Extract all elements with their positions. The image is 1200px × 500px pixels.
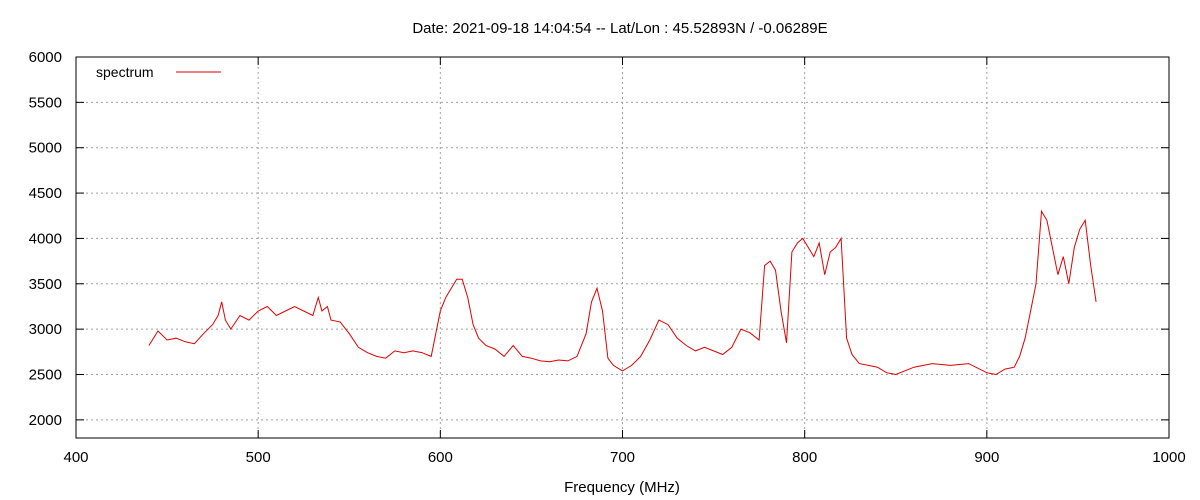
x-tick-label: 900 (974, 449, 999, 466)
axis-ticks (75, 56, 1170, 438)
x-tick-label: 1000 (1152, 449, 1185, 466)
grid (76, 57, 1169, 438)
tick-labels: 2000 2500 3000 3500 4000 4500 5000 5500 6000 400 5… (29, 49, 1186, 466)
y-tick-label: 5500 (29, 94, 62, 111)
chart-title: Date: 2021-09-18 14:04:54 -- Lat/Lon : 4… (412, 20, 827, 37)
x-tick-label: 700 (610, 449, 635, 466)
x-tick-label: 400 (63, 449, 88, 466)
x-tick-label: 500 (246, 449, 271, 466)
legend: spectrum (96, 64, 221, 80)
legend-label-spectrum: spectrum (96, 64, 154, 80)
y-tick-label: 4500 (29, 185, 62, 202)
y-tick-label: 4000 (29, 230, 62, 247)
y-tick-label: 5000 (29, 140, 62, 157)
x-tick-label: 600 (428, 449, 453, 466)
x-tick-label: 800 (792, 449, 817, 466)
y-tick-label: 3500 (29, 276, 62, 293)
y-tick-label: 2500 (29, 367, 62, 384)
y-tick-label: 6000 (29, 49, 62, 66)
spectrum-line (148, 209, 1097, 376)
x-axis-label: Frequency (MHz) (564, 479, 680, 496)
y-tick-label: 3000 (29, 321, 62, 338)
y-tick-label: 2000 (29, 412, 62, 429)
